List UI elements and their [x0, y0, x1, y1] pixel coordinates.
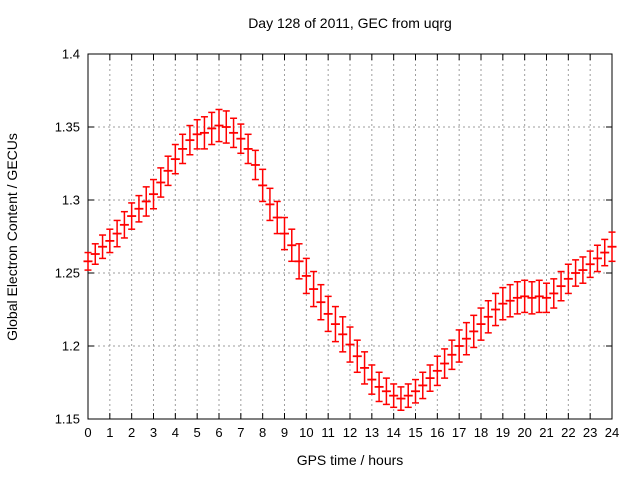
- axis-ticks: [87, 53, 613, 420]
- x-tick-label: 14: [386, 425, 400, 440]
- y-tick-label: 1.3: [62, 193, 80, 208]
- x-tick-label: 0: [84, 425, 91, 440]
- x-axis-label: GPS time / hours: [297, 452, 404, 468]
- x-tick-label: 22: [561, 425, 575, 440]
- x-tick-label: 7: [237, 425, 244, 440]
- x-tick-label: 1: [106, 425, 113, 440]
- x-tick-label: 5: [194, 425, 201, 440]
- x-tick-label: 8: [259, 425, 266, 440]
- x-tick-label: 10: [299, 425, 313, 440]
- x-tick-label: 4: [172, 425, 179, 440]
- x-tick-label: 16: [430, 425, 444, 440]
- error-bar-series: [83, 108, 617, 411]
- y-tick-label: 1.15: [55, 412, 80, 427]
- x-tick-label: 13: [365, 425, 379, 440]
- x-tick-label: 24: [605, 425, 619, 440]
- y-axis-label: Global Electron Content / GECUs: [4, 133, 20, 341]
- x-tick-label: 23: [583, 425, 597, 440]
- x-tick-label: 2: [128, 425, 135, 440]
- x-tick-label: 20: [517, 425, 531, 440]
- grid-lines: [88, 54, 612, 419]
- y-tick-label: 1.35: [55, 120, 80, 135]
- x-tick-label: 21: [539, 425, 553, 440]
- x-tick-label: 18: [474, 425, 488, 440]
- y-tick-label: 1.2: [62, 339, 80, 354]
- x-tick-label: 9: [281, 425, 288, 440]
- x-tick-label: 17: [452, 425, 466, 440]
- tick-labels: 0 1 2 3 4 5 6 7 8 9 10 11 12 13 14 15 16 17 18 19 20 21 22 23 24…: [55, 47, 620, 441]
- chart-title: Day 128 of 2011, GEC from uqrg: [248, 15, 452, 31]
- x-tick-label: 19: [496, 425, 510, 440]
- x-tick-label: 11: [321, 425, 335, 440]
- x-tick-label: 3: [150, 425, 157, 440]
- y-tick-label: 1.4: [62, 47, 80, 62]
- y-tick-label: 1.25: [55, 266, 80, 281]
- x-tick-label: 15: [408, 425, 422, 440]
- x-tick-label: 12: [343, 425, 357, 440]
- x-tick-label: 6: [215, 425, 222, 440]
